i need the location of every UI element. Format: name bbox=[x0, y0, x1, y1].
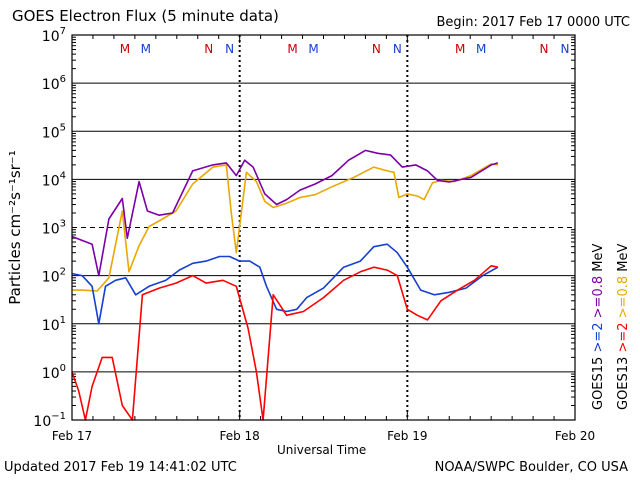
series-line bbox=[71, 264, 499, 421]
series-line bbox=[71, 149, 499, 277]
y-tick-label: 103 bbox=[42, 219, 66, 238]
marker-label: M bbox=[141, 42, 151, 56]
marker-label: N bbox=[561, 42, 570, 56]
marker-label: N bbox=[372, 42, 381, 56]
plot-frame bbox=[71, 34, 576, 421]
y-tick-label: 102 bbox=[42, 267, 66, 286]
x-tick-label: Feb 17 bbox=[52, 429, 92, 443]
marker-label: N bbox=[225, 42, 234, 56]
legend-goes13: GOES13 >=2 >=0.8 MeV bbox=[616, 244, 631, 410]
y-tick-label: 100 bbox=[42, 363, 66, 382]
marker-label: N bbox=[540, 42, 549, 56]
x-axis-label: Universal Time bbox=[277, 443, 367, 457]
marker-label: M bbox=[308, 42, 318, 56]
marker-label: N bbox=[393, 42, 402, 56]
updated-timestamp: Updated 2017 Feb 19 14:41:02 UTC bbox=[4, 460, 237, 475]
begin-time: Begin: 2017 Feb 17 0000 UTC bbox=[436, 15, 630, 30]
marker-label: N bbox=[204, 42, 213, 56]
y-tick-label: 106 bbox=[42, 74, 66, 93]
marker-label: M bbox=[476, 42, 486, 56]
marker-label: M bbox=[287, 42, 297, 56]
series-line bbox=[72, 163, 499, 292]
y-tick-label: 105 bbox=[42, 122, 66, 141]
y-tick-label: 101 bbox=[42, 315, 66, 334]
x-tick-label: Feb 18 bbox=[219, 429, 259, 443]
x-tick-label: Feb 20 bbox=[555, 429, 595, 443]
credit-text: NOAA/SWPC Boulder, CO USA bbox=[434, 460, 628, 475]
x-tick-label: Feb 19 bbox=[387, 429, 427, 443]
legend-goes15: GOES15 >=2 >=0.8 MeV bbox=[591, 244, 606, 410]
y-axis-label: Particles cm⁻²s⁻¹sr⁻¹ bbox=[6, 150, 24, 304]
y-tick-label: 10−1 bbox=[33, 411, 66, 430]
marker-label: M bbox=[120, 42, 130, 56]
chart-title: GOES Electron Flux (5 minute data) bbox=[12, 7, 279, 25]
marker-label: M bbox=[455, 42, 465, 56]
series-line bbox=[71, 243, 499, 325]
y-tick-label: 104 bbox=[42, 170, 66, 189]
y-tick-label: 107 bbox=[42, 26, 66, 45]
